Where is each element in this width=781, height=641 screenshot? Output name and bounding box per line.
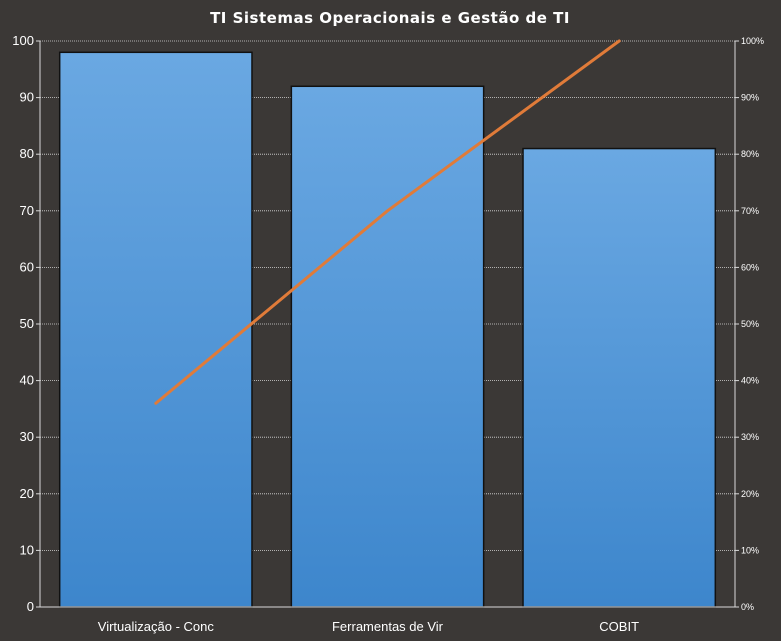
gridlines	[36, 40, 739, 608]
y2-axis-ticks: 0% 10% 20% 30% 40% 50% 60% 70% 80% 90% 100%	[741, 36, 764, 612]
y2-tick-label: 60%	[741, 262, 759, 272]
y2-tick-label: 20%	[741, 489, 759, 499]
y2-tick-label: 0%	[741, 602, 754, 612]
x-tick-label: COBIT	[599, 619, 639, 634]
y2-tick-label: 50%	[741, 319, 759, 329]
y2-tick-label: 40%	[741, 376, 759, 386]
chart-title: TI Sistemas Operacionais e Gestão de TI	[210, 9, 570, 27]
x-tick-label: Virtualização - Conc	[98, 619, 215, 634]
y2-tick-label: 30%	[741, 432, 759, 442]
y-tick-label: 20	[20, 486, 34, 501]
y-tick-label: 30	[20, 429, 34, 444]
y-tick-label: 0	[27, 599, 34, 614]
bar	[290, 85, 485, 608]
bars	[58, 51, 717, 608]
y2-tick-label: 10%	[741, 545, 759, 555]
bar	[522, 147, 717, 608]
y-tick-label: 50	[20, 316, 34, 331]
x-axis-ticks: Virtualização - Conc Ferramentas de Vir CO…	[98, 619, 639, 634]
axes	[39, 41, 736, 608]
y-tick-label: 90	[20, 90, 34, 105]
cumulative-line	[154, 39, 621, 405]
y-tick-label: 10	[20, 542, 34, 557]
bar	[58, 51, 253, 608]
y-tick-label: 40	[20, 373, 34, 388]
y-axis-ticks: 0 10 20 30 40 50 60 70 80 90 100	[12, 33, 34, 614]
y2-tick-label: 100%	[741, 36, 764, 46]
x-tick-label: Ferramentas de Vir	[332, 619, 444, 634]
y2-tick-label: 70%	[741, 206, 759, 216]
y-tick-label: 80	[20, 146, 34, 161]
y-tick-label: 60	[20, 259, 34, 274]
y-tick-label: 70	[20, 203, 34, 218]
y2-tick-label: 80%	[741, 149, 759, 159]
y-tick-label: 100	[12, 33, 34, 48]
y2-tick-label: 90%	[741, 93, 759, 103]
cumulative-series-line	[154, 39, 621, 405]
